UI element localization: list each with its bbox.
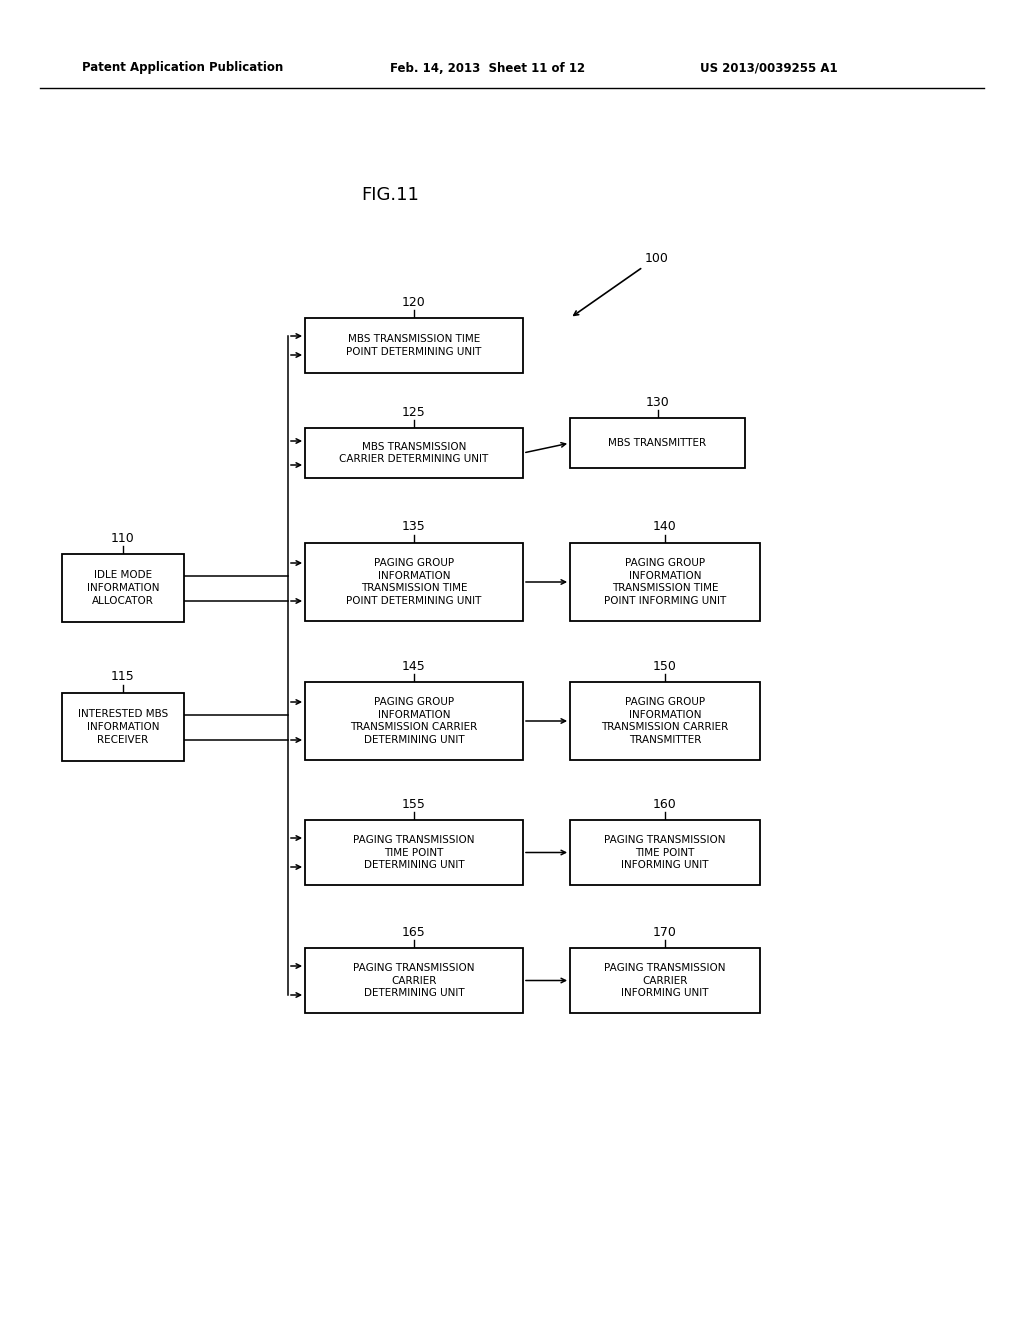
Bar <box>570 543 760 620</box>
Text: 120: 120 <box>402 296 426 309</box>
Text: 135: 135 <box>402 520 426 533</box>
Bar <box>570 682 760 760</box>
Text: 140: 140 <box>653 520 677 533</box>
Text: US 2013/0039255 A1: US 2013/0039255 A1 <box>700 62 838 74</box>
Text: Feb. 14, 2013  Sheet 11 of 12: Feb. 14, 2013 Sheet 11 of 12 <box>390 62 585 74</box>
Bar <box>570 948 760 1012</box>
Text: 130: 130 <box>645 396 670 408</box>
Text: PAGING TRANSMISSION
CARRIER
INFORMING UNIT: PAGING TRANSMISSION CARRIER INFORMING UN… <box>604 962 726 998</box>
Text: MBS TRANSMISSION TIME
POINT DETERMINING UNIT: MBS TRANSMISSION TIME POINT DETERMINING … <box>346 334 481 356</box>
Text: PAGING GROUP
INFORMATION
TRANSMISSION TIME
POINT DETERMINING UNIT: PAGING GROUP INFORMATION TRANSMISSION TI… <box>346 558 481 606</box>
Text: PAGING TRANSMISSION
TIME POINT
INFORMING UNIT: PAGING TRANSMISSION TIME POINT INFORMING… <box>604 834 726 870</box>
Text: PAGING TRANSMISSION
TIME POINT
DETERMINING UNIT: PAGING TRANSMISSION TIME POINT DETERMINI… <box>353 834 475 870</box>
Text: PAGING GROUP
INFORMATION
TRANSMISSION CARRIER
DETERMINING UNIT: PAGING GROUP INFORMATION TRANSMISSION CA… <box>350 697 477 746</box>
Text: PAGING GROUP
INFORMATION
TRANSMISSION CARRIER
TRANSMITTER: PAGING GROUP INFORMATION TRANSMISSION CA… <box>601 697 729 746</box>
Text: PAGING GROUP
INFORMATION
TRANSMISSION TIME
POINT INFORMING UNIT: PAGING GROUP INFORMATION TRANSMISSION TI… <box>604 558 726 606</box>
Text: IDLE MODE
INFORMATION
ALLOCATOR: IDLE MODE INFORMATION ALLOCATOR <box>87 570 160 606</box>
Bar <box>305 428 523 478</box>
Text: INTERESTED MBS
INFORMATION
RECEIVER: INTERESTED MBS INFORMATION RECEIVER <box>78 709 168 744</box>
Text: 170: 170 <box>653 925 677 939</box>
Bar <box>305 820 523 884</box>
Text: Patent Application Publication: Patent Application Publication <box>82 62 284 74</box>
Bar <box>305 318 523 374</box>
Bar <box>305 682 523 760</box>
Text: MBS TRANSMISSION
CARRIER DETERMINING UNIT: MBS TRANSMISSION CARRIER DETERMINING UNI… <box>339 442 488 465</box>
Bar <box>305 948 523 1012</box>
Text: 100: 100 <box>645 252 669 264</box>
Text: MBS TRANSMITTER: MBS TRANSMITTER <box>608 438 707 447</box>
Text: 160: 160 <box>653 797 677 810</box>
Text: 150: 150 <box>653 660 677 672</box>
Text: 165: 165 <box>402 925 426 939</box>
Text: FIG.11: FIG.11 <box>361 186 419 205</box>
Text: PAGING TRANSMISSION
CARRIER
DETERMINING UNIT: PAGING TRANSMISSION CARRIER DETERMINING … <box>353 962 475 998</box>
Text: 115: 115 <box>112 671 135 684</box>
Text: 110: 110 <box>112 532 135 544</box>
Bar <box>62 554 184 622</box>
Bar <box>62 693 184 762</box>
Text: 125: 125 <box>402 405 426 418</box>
Bar <box>570 418 745 469</box>
Text: 145: 145 <box>402 660 426 672</box>
Text: 155: 155 <box>402 797 426 810</box>
Bar <box>305 543 523 620</box>
Bar <box>570 820 760 884</box>
